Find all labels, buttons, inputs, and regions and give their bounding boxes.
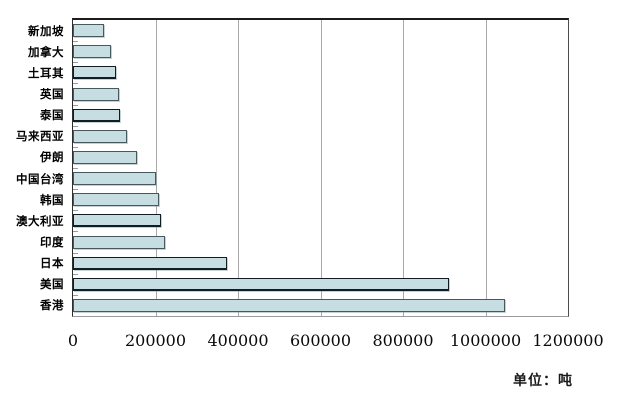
bar-新加坡 — [73, 24, 104, 38]
gridline — [321, 20, 322, 316]
y-axis-tick — [73, 231, 78, 232]
gridline — [486, 20, 487, 316]
y-axis-label: 澳大利亚 — [16, 213, 64, 228]
y-axis-label: 英国 — [40, 87, 64, 101]
bar-澳大利亚 — [73, 214, 161, 228]
bar-马来西亚 — [73, 129, 127, 143]
x-axis-label: 800000 — [372, 331, 434, 350]
bar-日本 — [73, 256, 227, 270]
x-axis-label: 0 — [67, 331, 79, 350]
y-axis-label: 香港 — [40, 298, 64, 313]
bar-加拿大 — [73, 45, 111, 59]
bar-美国 — [73, 277, 449, 291]
bar-中国台湾 — [73, 172, 156, 186]
bar-泰国 — [73, 108, 120, 122]
y-axis-label: 土耳其 — [28, 65, 64, 80]
y-axis-tick — [73, 295, 78, 296]
y-axis-label: 中国台湾 — [16, 171, 64, 186]
bar-印度 — [73, 235, 165, 249]
bar-土耳其 — [73, 66, 116, 80]
x-axis-label: 1200000 — [532, 331, 604, 350]
y-axis-tick — [73, 189, 78, 190]
y-axis-label: 日本 — [40, 256, 64, 271]
x-axis-label: 400000 — [207, 331, 269, 350]
bar-伊朗 — [73, 150, 137, 164]
x-axis-label: 200000 — [124, 331, 187, 350]
y-axis-tick — [73, 105, 78, 106]
y-axis-label: 韩国 — [40, 192, 64, 207]
x-axis-label: 1000000 — [449, 331, 522, 350]
y-axis-tick — [73, 274, 78, 275]
y-axis-tick — [73, 62, 78, 63]
y-axis-tick — [73, 210, 78, 211]
y-axis-label: 美国 — [40, 277, 64, 292]
bar-英国 — [73, 87, 119, 101]
y-axis-label: 印度 — [40, 235, 64, 249]
y-axis-tick — [73, 147, 78, 148]
y-axis-label: 马来西亚 — [16, 129, 64, 144]
y-axis-label: 加拿大 — [28, 44, 64, 59]
y-axis-label: 伊朗 — [40, 150, 64, 165]
gridline — [238, 20, 239, 316]
unit-label: 单位：吨 — [513, 373, 573, 389]
y-axis-tick — [73, 83, 78, 84]
y-axis-tick — [73, 41, 78, 42]
gridline — [156, 20, 157, 316]
y-axis-tick — [73, 126, 78, 127]
bar-香港 — [73, 298, 505, 312]
bar-韩国 — [73, 193, 159, 207]
y-axis-tick — [73, 253, 78, 254]
y-axis-label: 新加坡 — [28, 23, 64, 38]
gridline — [403, 20, 404, 316]
y-axis-tick — [73, 168, 78, 169]
y-axis-label: 泰国 — [40, 108, 64, 123]
plot-area — [72, 18, 569, 317]
x-axis-label: 600000 — [289, 331, 352, 350]
